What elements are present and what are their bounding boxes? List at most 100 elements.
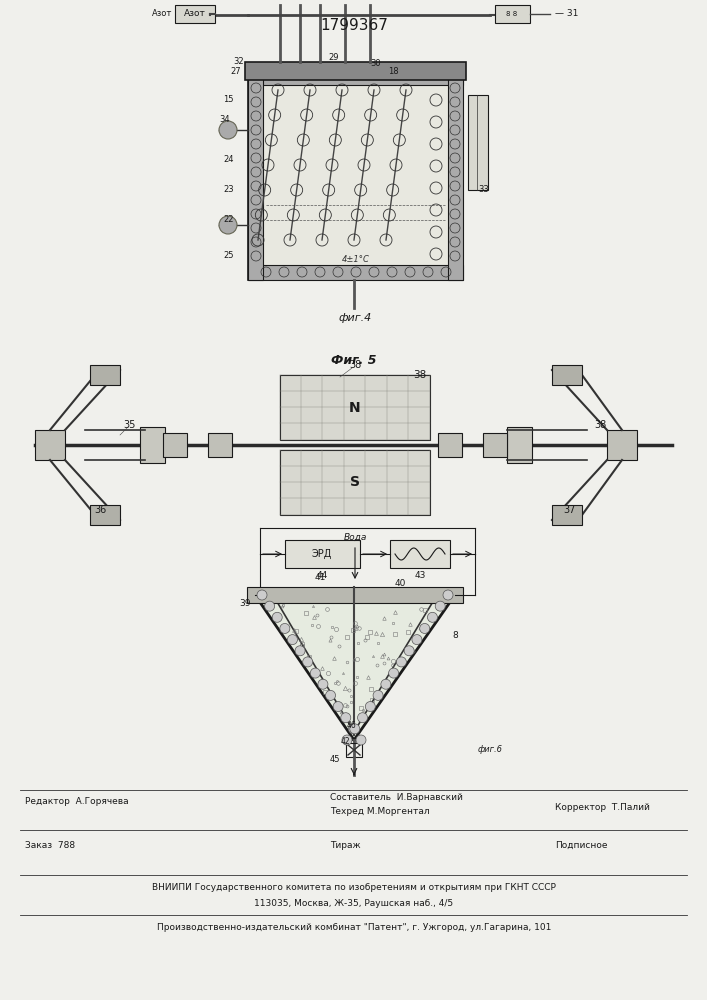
Text: 113035, Москва, Ж-35, Раушская наб., 4/5: 113035, Москва, Ж-35, Раушская наб., 4/5 [255,898,454,908]
Text: 29: 29 [328,53,339,62]
Bar [245,62,466,80]
Circle shape [350,724,360,734]
Circle shape [264,601,274,611]
Text: 40: 40 [395,578,406,587]
Bar [263,85,448,265]
Circle shape [349,724,358,734]
Circle shape [397,657,407,667]
Text: Вода: Вода [344,532,367,542]
Polygon shape [255,595,455,740]
Text: Составитель  И.Варнавский: Составитель И.Варнавский [330,794,463,802]
Text: 23: 23 [223,186,234,194]
Bar [208,433,232,457]
Text: Азот: Азот [184,9,206,18]
Circle shape [272,612,282,622]
Text: — 31: — 31 [555,9,578,18]
Bar [140,427,165,463]
Bar [495,5,530,23]
Bar [483,433,507,457]
Circle shape [381,679,391,689]
Text: 39: 39 [239,598,251,607]
Bar [247,587,463,603]
Bar [390,540,450,568]
Circle shape [341,713,351,723]
Text: 35: 35 [124,420,136,430]
Text: 46: 46 [347,720,357,730]
Circle shape [428,612,438,622]
Text: 30: 30 [370,60,380,68]
Circle shape [436,601,445,611]
Bar [285,540,360,568]
Bar [175,5,215,23]
Bar [280,450,430,515]
Circle shape [325,690,336,700]
Text: 8: 8 [452,631,458,640]
Bar [35,430,65,460]
Text: Корректор  Т.Палий: Корректор Т.Палий [555,804,650,812]
Text: 1799367: 1799367 [320,18,388,33]
Text: Азот: Азот [151,9,172,18]
Circle shape [373,690,383,700]
Text: 37: 37 [563,505,576,515]
Text: Редактор  А.Горячева: Редактор А.Горячева [25,798,129,806]
Bar [346,743,362,757]
Bar [438,433,462,457]
Text: 8 8: 8 8 [506,11,518,17]
Circle shape [333,702,343,712]
Text: Тираж: Тираж [330,840,361,850]
Text: 22: 22 [223,216,234,225]
Text: Фиг. 5: Фиг. 5 [332,354,377,366]
Bar [90,365,120,385]
Bar [248,70,263,280]
Circle shape [389,668,399,678]
Bar [248,265,463,280]
Text: фиг.6: фиг.6 [477,746,503,754]
Bar [552,365,582,385]
Circle shape [280,623,290,633]
Circle shape [310,668,320,678]
Text: 34: 34 [219,115,230,124]
Bar [280,375,430,440]
Text: 45: 45 [329,756,340,764]
Text: 24: 24 [223,155,234,164]
Text: Заказ  788: Заказ 788 [25,840,75,850]
Text: 38: 38 [349,360,361,370]
Text: 36: 36 [94,505,106,515]
Circle shape [366,702,375,712]
Circle shape [295,646,305,656]
Text: 43: 43 [414,572,426,580]
Bar [507,427,532,463]
Circle shape [404,646,414,656]
Bar [248,70,463,280]
Bar [448,70,463,280]
Circle shape [356,735,366,745]
Bar [163,433,187,457]
Text: 4±1°С: 4±1°С [341,255,370,264]
Text: 38: 38 [414,370,426,380]
Text: 25: 25 [223,250,234,259]
Circle shape [318,679,328,689]
Text: 32: 32 [233,57,244,66]
Text: ЭРД: ЭРД [312,549,332,559]
Circle shape [412,635,422,645]
Text: S: S [350,475,360,489]
Text: 42: 42 [340,738,350,746]
Text: 38: 38 [594,420,606,430]
Bar [552,505,582,525]
Text: Техред М.Моргентал: Техред М.Моргентал [330,808,430,816]
Circle shape [443,590,453,600]
Text: Подписное: Подписное [555,840,607,850]
Bar [248,70,463,85]
Circle shape [288,635,298,645]
Circle shape [219,121,237,139]
Bar [607,430,637,460]
Text: N: N [349,401,361,415]
Text: 15: 15 [223,96,234,104]
Text: 18: 18 [388,68,399,77]
Text: фиг.4: фиг.4 [339,313,372,323]
Text: 44: 44 [316,572,327,580]
Circle shape [303,657,312,667]
Text: Производственно-издательский комбинат "Патент", г. Ужгород, ул.Гагарина, 101: Производственно-издательский комбинат "П… [157,924,551,932]
Text: 33: 33 [478,186,489,194]
Bar [468,95,488,190]
